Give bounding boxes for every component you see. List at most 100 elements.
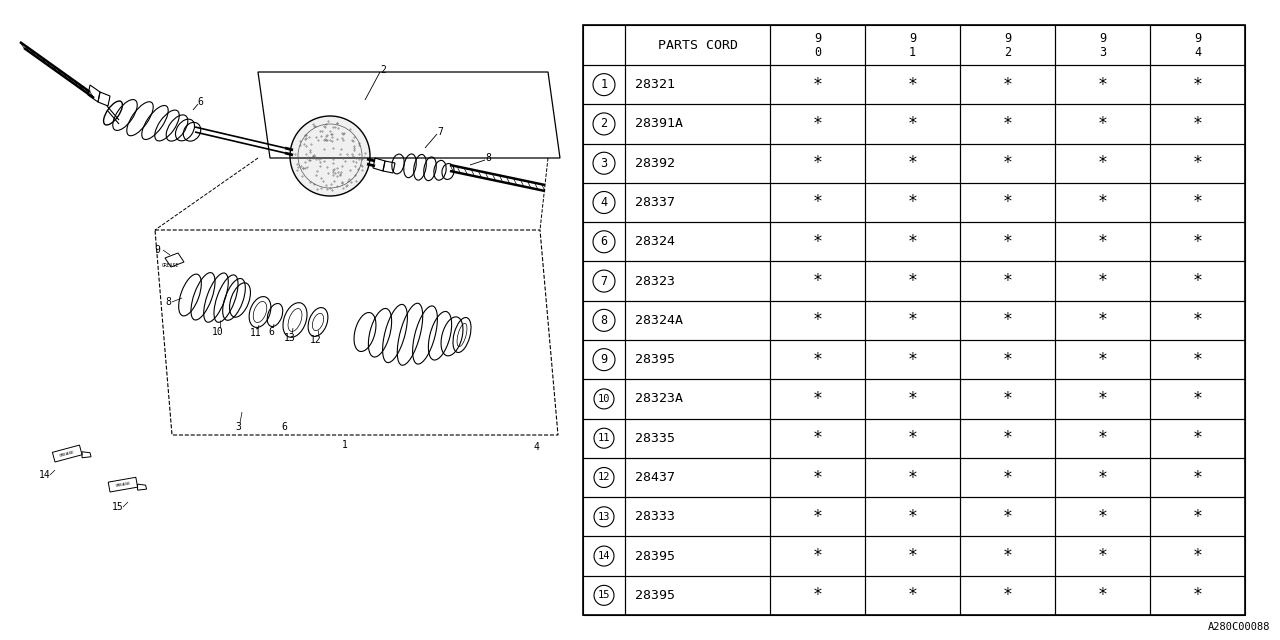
Bar xyxy=(1055,458,1149,497)
Bar xyxy=(1149,104,1245,143)
Text: 15: 15 xyxy=(113,502,124,512)
Text: *: * xyxy=(813,76,823,93)
Bar xyxy=(625,25,771,65)
Text: 6: 6 xyxy=(268,327,274,337)
Bar xyxy=(625,380,771,419)
Bar xyxy=(625,104,771,143)
Text: *: * xyxy=(908,586,918,604)
Bar xyxy=(582,25,625,65)
Text: 12: 12 xyxy=(598,472,611,483)
Text: 7: 7 xyxy=(600,275,608,287)
Bar xyxy=(625,65,771,104)
Text: 28321: 28321 xyxy=(635,78,675,91)
Text: *: * xyxy=(1193,547,1202,565)
Text: 9
2: 9 2 xyxy=(1004,31,1011,58)
Bar xyxy=(1149,183,1245,222)
Bar xyxy=(865,25,960,65)
Text: 8: 8 xyxy=(600,314,608,327)
Bar xyxy=(1149,143,1245,183)
Bar xyxy=(1149,458,1245,497)
Text: 9: 9 xyxy=(600,353,608,366)
Text: *: * xyxy=(1097,390,1107,408)
Bar xyxy=(625,576,771,615)
Text: 4: 4 xyxy=(600,196,608,209)
Text: 9
0: 9 0 xyxy=(814,31,820,58)
Text: *: * xyxy=(1097,115,1107,133)
Text: *: * xyxy=(1002,76,1012,93)
Bar xyxy=(865,143,960,183)
Bar xyxy=(865,380,960,419)
Bar xyxy=(625,419,771,458)
Text: 14: 14 xyxy=(40,470,51,480)
Text: 9: 9 xyxy=(154,245,160,255)
Text: *: * xyxy=(1193,154,1202,172)
Text: 28337: 28337 xyxy=(635,196,675,209)
Bar xyxy=(1149,380,1245,419)
Bar xyxy=(865,65,960,104)
Text: 9
1: 9 1 xyxy=(909,31,916,58)
Text: 28335: 28335 xyxy=(635,432,675,445)
Bar xyxy=(1055,143,1149,183)
Text: *: * xyxy=(1002,508,1012,526)
Text: *: * xyxy=(908,390,918,408)
Text: 11: 11 xyxy=(250,328,262,338)
Bar xyxy=(771,419,865,458)
Bar xyxy=(771,222,865,261)
Text: 2: 2 xyxy=(380,65,387,75)
Text: *: * xyxy=(1002,311,1012,330)
Text: *: * xyxy=(1097,429,1107,447)
Bar xyxy=(771,340,865,380)
Text: 1: 1 xyxy=(600,78,608,91)
Bar xyxy=(582,576,625,615)
Text: 28323: 28323 xyxy=(635,275,675,287)
Text: 15: 15 xyxy=(598,590,611,600)
Text: 28395: 28395 xyxy=(635,589,675,602)
Bar xyxy=(1149,65,1245,104)
Text: 28391A: 28391A xyxy=(635,117,684,131)
Text: *: * xyxy=(1002,390,1012,408)
Bar xyxy=(582,104,625,143)
Bar xyxy=(771,497,865,536)
Text: *: * xyxy=(1193,468,1202,486)
Bar xyxy=(625,458,771,497)
Bar xyxy=(960,65,1055,104)
Bar xyxy=(865,261,960,301)
Text: *: * xyxy=(1002,272,1012,290)
Text: *: * xyxy=(1193,508,1202,526)
Text: 10: 10 xyxy=(598,394,611,404)
Bar xyxy=(1149,497,1245,536)
Text: 28333: 28333 xyxy=(635,510,675,524)
Bar xyxy=(582,497,625,536)
Text: *: * xyxy=(1193,429,1202,447)
Text: 28323A: 28323A xyxy=(635,392,684,405)
Text: *: * xyxy=(813,586,823,604)
Bar xyxy=(771,25,865,65)
Text: *: * xyxy=(908,311,918,330)
Text: *: * xyxy=(813,351,823,369)
Text: *: * xyxy=(1002,193,1012,211)
Bar xyxy=(1149,261,1245,301)
Bar xyxy=(771,261,865,301)
Text: 4: 4 xyxy=(532,442,539,452)
Bar xyxy=(771,104,865,143)
Bar xyxy=(582,301,625,340)
Bar xyxy=(865,536,960,576)
Bar xyxy=(1149,222,1245,261)
Text: 13: 13 xyxy=(598,512,611,522)
Bar xyxy=(771,143,865,183)
Text: *: * xyxy=(908,76,918,93)
Bar xyxy=(771,536,865,576)
Bar xyxy=(625,497,771,536)
Text: *: * xyxy=(1002,468,1012,486)
Text: *: * xyxy=(1097,193,1107,211)
Bar xyxy=(865,419,960,458)
Text: *: * xyxy=(908,272,918,290)
Text: 1: 1 xyxy=(342,440,348,450)
Text: *: * xyxy=(908,429,918,447)
Bar xyxy=(960,340,1055,380)
Text: 28395: 28395 xyxy=(635,550,675,563)
Text: GREASE: GREASE xyxy=(163,262,179,268)
Bar xyxy=(1055,340,1149,380)
Text: *: * xyxy=(813,115,823,133)
Bar xyxy=(1055,419,1149,458)
